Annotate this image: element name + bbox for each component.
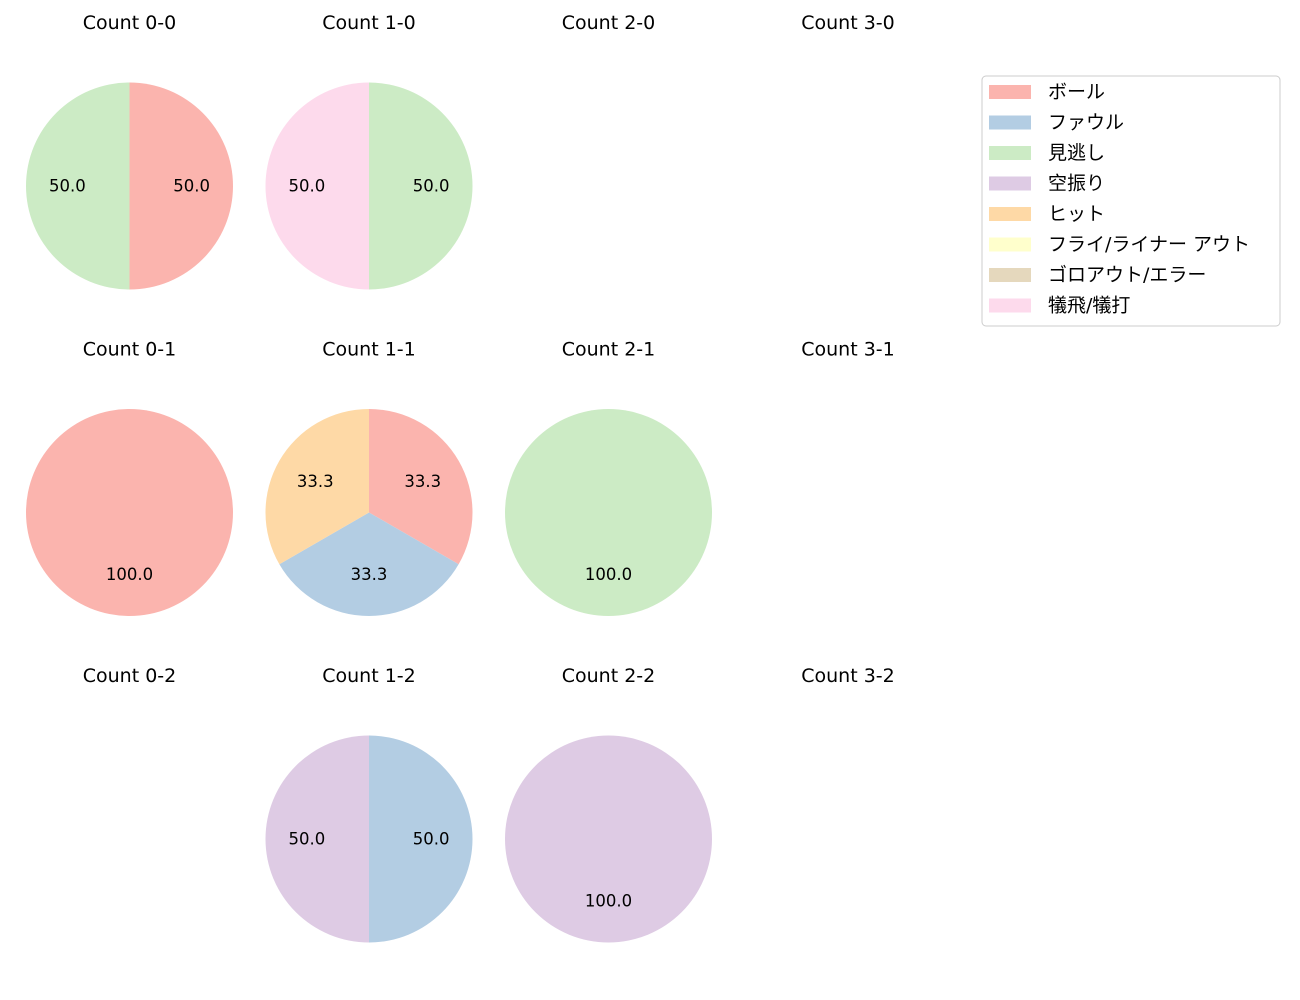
pie-subplot: Count 2-1 100.0 <box>505 339 712 616</box>
subplot-title: Count 0-1 <box>83 339 177 361</box>
slice-percent-label: 50.0 <box>173 177 210 196</box>
pie-subplot: Count 2-2 100.0 <box>505 665 712 943</box>
legend-label: フライ/ライナー アウト <box>1048 234 1250 256</box>
slice-percent-label: 33.3 <box>351 565 388 584</box>
pie-slice <box>505 735 712 943</box>
pie-subplot: Count 1-2 50.0 50.0 <box>265 665 473 943</box>
subplot-title: Count 0-2 <box>83 665 177 687</box>
legend-label: ファウル <box>1048 112 1124 134</box>
slice-percent-label: 33.3 <box>297 472 334 491</box>
pie-subplot: Count 3-1 <box>801 339 895 361</box>
slice-percent-label: 50.0 <box>413 177 450 196</box>
subplot-title: Count 3-0 <box>801 12 895 34</box>
legend-swatch <box>989 237 1031 252</box>
pie-slice <box>279 512 459 617</box>
legend-label: ボール <box>1048 81 1105 103</box>
subplot-title: Count 2-0 <box>562 12 656 34</box>
pie-subplot: Count 0-2 <box>83 665 177 687</box>
legend-swatch <box>989 176 1031 191</box>
pie-slice <box>505 409 712 616</box>
legend-label: 見逃し <box>1048 142 1105 164</box>
legend-frame <box>981 75 1281 327</box>
pie-subplot: Count 3-2 <box>801 665 895 687</box>
subplot-title: Count 1-2 <box>322 665 416 687</box>
pie-slice <box>26 409 233 616</box>
subplot-title: Count 3-2 <box>801 665 895 687</box>
legend-swatch <box>989 268 1031 282</box>
legend-swatch <box>989 115 1031 130</box>
slice-percent-label: 100.0 <box>585 565 632 584</box>
legend-label: ゴロアウト/エラー <box>1048 264 1206 286</box>
pie-subplot: Count 3-0 <box>801 12 895 34</box>
slice-percent-label: 33.3 <box>404 472 441 491</box>
subplot-title: Count 0-0 <box>83 12 177 34</box>
slice-percent-label: 50.0 <box>289 177 326 196</box>
pie-slice <box>369 735 473 943</box>
subplot-title: Count 2-2 <box>562 665 656 687</box>
pie-subplot: Count 0-0 50.0 50.0 <box>25 12 234 290</box>
pie-slice <box>265 735 369 943</box>
slice-percent-label: 50.0 <box>289 830 326 849</box>
slice-percent-label: 100.0 <box>585 892 632 911</box>
slice-percent-label: 50.0 <box>413 830 450 849</box>
legend-label: 空振り <box>1048 173 1105 195</box>
legend-swatch <box>989 298 1031 313</box>
pie-slice <box>265 409 369 565</box>
slice-percent-label: 50.0 <box>49 177 86 196</box>
subplot-title: Count 2-1 <box>562 339 656 361</box>
slice-percent-label: 100.0 <box>106 565 153 584</box>
legend-label: ヒット <box>1048 203 1105 225</box>
subplot-title: Count 1-0 <box>322 12 416 34</box>
pie-slice <box>265 82 369 290</box>
pie-subplot: Count 1-0 50.0 50.0 <box>265 12 473 290</box>
pie-subplot: Count 1-1 33.3 33.3 33.3 <box>265 339 473 617</box>
subplot-title: Count 3-1 <box>801 339 895 361</box>
legend-swatch <box>989 207 1031 221</box>
pie-slice <box>129 82 234 290</box>
pie-subplot: Count 2-0 <box>562 12 656 34</box>
pie-subplot: Count 0-1 100.0 <box>26 339 233 616</box>
pie-slice <box>369 409 473 565</box>
legend-swatch <box>989 85 1031 99</box>
subplot-title: Count 1-1 <box>322 339 416 361</box>
pie-slice <box>369 82 473 290</box>
legend-label: 犠飛/犠打 <box>1048 295 1130 317</box>
pie-slice <box>25 82 130 290</box>
legend-swatch <box>989 146 1031 160</box>
